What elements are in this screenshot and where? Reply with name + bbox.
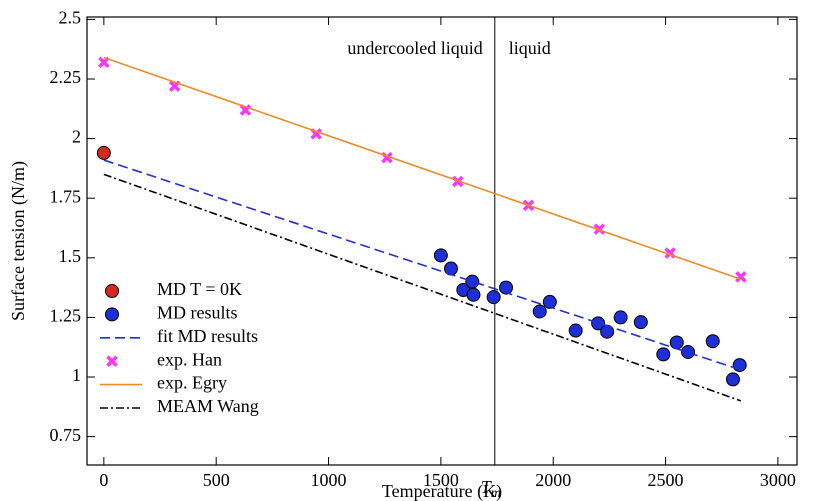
region-label: undercooled liquid: [347, 38, 482, 58]
x-tick-label: 0: [99, 470, 108, 490]
legend-swatch: [105, 284, 119, 298]
x-tick-label: 500: [203, 470, 230, 490]
circle-marker: [591, 316, 606, 331]
y-tick-label: 1: [72, 365, 81, 385]
tm-label: Tm: [481, 477, 501, 501]
region-label: liquid: [509, 38, 551, 58]
circle-marker: [656, 347, 671, 362]
legend-label: MD T = 0K: [157, 279, 242, 299]
x-tick-label: 2000: [535, 470, 571, 490]
x-tick-label: 1000: [311, 470, 347, 490]
x-axis-title: Temperature (K): [382, 481, 502, 501]
y-tick-label: 2: [72, 127, 81, 147]
legend-label: MD results: [157, 303, 238, 323]
y-tick-label: 0.75: [50, 425, 82, 445]
series-line: [103, 56, 742, 281]
circle-marker: [433, 248, 448, 263]
circle-marker: [486, 290, 501, 305]
y-tick-label: 1.75: [50, 186, 82, 206]
series-line: [103, 173, 742, 402]
legend-label: exp. Han: [157, 349, 222, 369]
y-axis-title: Surface tension (N/m): [8, 161, 29, 321]
series-line: [103, 159, 742, 371]
circle-marker: [96, 145, 111, 160]
circle-marker: [532, 304, 547, 319]
x-tick-label: 2500: [648, 470, 684, 490]
circle-marker: [633, 315, 648, 330]
x-marker: [735, 271, 747, 283]
tm-subscript: m: [491, 486, 501, 501]
y-tick-label: 2.25: [50, 67, 82, 87]
legend-label: MEAM Wang: [157, 396, 259, 416]
circle-marker: [705, 334, 720, 349]
circle-marker: [499, 280, 514, 295]
x-tick-label: 3000: [760, 470, 796, 490]
plot-frame: [86, 16, 798, 466]
circle-marker: [465, 274, 480, 289]
circle-marker: [568, 323, 583, 338]
circle-marker: [669, 335, 684, 350]
y-tick-label: 1.25: [50, 306, 82, 326]
legend-swatch: [105, 307, 119, 322]
x-tick-label: 1500: [423, 470, 459, 490]
x-marker: [239, 104, 252, 116]
y-tick-label: 1.5: [59, 246, 82, 266]
circle-marker: [725, 372, 740, 387]
legend-swatch: [106, 355, 118, 367]
y-tick-label: 2.5: [59, 8, 82, 28]
circle-marker: [613, 310, 628, 325]
legend-label: fit MD results: [157, 326, 258, 346]
legend-label: exp. Egry: [157, 373, 227, 393]
circle-marker: [681, 344, 696, 359]
circle-marker: [466, 287, 481, 302]
tm-symbol: T: [481, 477, 493, 497]
